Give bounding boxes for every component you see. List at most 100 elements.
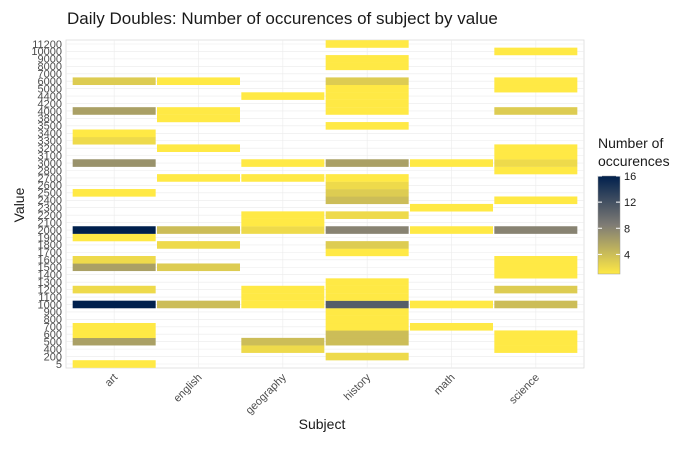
heatmap-cell — [72, 322, 156, 331]
heatmap-cell — [241, 159, 325, 167]
x-tick-label: history — [342, 371, 374, 403]
heatmap-cell — [494, 159, 578, 167]
heatmap-cell — [325, 55, 409, 63]
heatmap-cell — [72, 189, 156, 197]
y-tick-label: 200 — [44, 351, 62, 363]
heatmap-cell — [325, 211, 409, 219]
heatmap-cell — [72, 226, 156, 234]
y-tick-label: 1000 — [38, 299, 62, 311]
y-tick-label: 1600 — [38, 255, 62, 267]
y-tick-label: 2000 — [38, 225, 62, 237]
y-tick-label: 4400 — [38, 91, 62, 103]
y-axis-title: Value — [11, 187, 27, 222]
heatmap-cell — [72, 337, 156, 346]
heatmap-cell — [72, 77, 156, 86]
y-tick-label: 1300 — [38, 277, 62, 289]
y-tick-label: 1900 — [38, 232, 62, 244]
heatmap-cell — [325, 300, 409, 309]
heatmap-cell — [72, 263, 156, 272]
y-tick-label: 3300 — [38, 136, 62, 148]
heatmap-cell — [494, 144, 578, 152]
heatmap-cell — [325, 99, 409, 108]
heatmap-cell — [72, 136, 156, 145]
legend-title-line-2: occurences — [598, 153, 670, 169]
y-tick-label: 5 — [56, 359, 62, 371]
heatmap-cell — [494, 256, 578, 264]
heatmap-cell — [241, 285, 325, 294]
color-legend: Number of occurences 4 8 12 16 — [597, 135, 670, 275]
heatmap-cell — [72, 107, 156, 115]
heatmap-cell — [410, 203, 493, 212]
heatmap-cell — [494, 330, 578, 339]
heatmap-cell — [494, 263, 578, 272]
legend-tick-label: 4 — [624, 249, 630, 261]
y-tick-label: 2600 — [38, 180, 62, 192]
y-tick-label: 800 — [44, 314, 62, 326]
heatmap-cell — [157, 263, 240, 272]
heatmap-cell — [157, 174, 240, 182]
y-tick-label: 11200 — [32, 39, 62, 51]
y-tick-label: 3000 — [38, 158, 62, 170]
heatmap-cell — [241, 174, 325, 182]
heatmap-cell — [325, 308, 409, 316]
y-tick-label: 4000 — [38, 106, 62, 118]
heatmap-cell — [494, 270, 578, 279]
heatmap-cell — [157, 114, 240, 123]
heatmap-cell — [410, 322, 493, 331]
heatmap-cell — [157, 300, 240, 309]
heatmap-cell — [72, 330, 156, 339]
heatmap-cell — [325, 278, 409, 286]
y-tick-label: 2200 — [38, 210, 62, 222]
y-tick-label: 400 — [44, 344, 62, 356]
y-tick-label: 7000 — [38, 69, 62, 81]
heatmap-cell — [325, 196, 409, 205]
heatmap-cell — [72, 159, 156, 167]
heatmap-cell — [325, 285, 409, 294]
y-tick-label: 2100 — [38, 217, 62, 229]
heatmap-cell — [494, 77, 578, 86]
heatmap-cell — [325, 330, 409, 339]
heatmap-cell — [410, 300, 493, 309]
y-tick-label: 3200 — [38, 143, 62, 155]
heatmap-cell — [157, 226, 240, 234]
heatmap-cell — [72, 129, 156, 138]
y-tick-label: 3500 — [38, 121, 62, 133]
heatmap-cell — [325, 248, 409, 257]
heatmap-cell — [157, 241, 240, 249]
y-tick-label: 1200 — [38, 284, 62, 296]
y-tick-label: 600 — [44, 329, 62, 341]
heatmap-cell — [157, 144, 240, 152]
legend-title-line-1: Number of — [598, 135, 663, 151]
legend-tick-label: 16 — [624, 171, 636, 183]
heatmap-cell — [72, 360, 156, 368]
heatmap-cell — [241, 218, 325, 227]
y-tick-label: 3100 — [38, 150, 62, 162]
y-tick-label: 3400 — [38, 128, 62, 140]
x-tick-label: science — [507, 372, 542, 407]
y-tick-label: 900 — [44, 307, 62, 319]
legend-tick-label: 12 — [624, 197, 636, 209]
legend-tick-label: 8 — [624, 223, 630, 235]
heatmap-cell — [241, 92, 325, 100]
y-tick-label: 500 — [44, 336, 62, 348]
heatmap-cell — [325, 315, 409, 324]
heatmap-cell — [325, 40, 409, 48]
heatmap-cell — [325, 174, 409, 182]
heatmap-cell — [325, 62, 409, 71]
heatmap-cell — [494, 337, 578, 346]
y-tick-label: 5000 — [38, 83, 62, 95]
heatmap-cell — [325, 337, 409, 346]
heatmap-cell — [410, 226, 493, 234]
y-tick-label: 1800 — [38, 240, 62, 252]
y-tick-label: 9000 — [38, 54, 62, 66]
y-tick-label: 2800 — [38, 165, 62, 177]
heatmap-cell — [325, 241, 409, 249]
heatmap-cell — [72, 233, 156, 242]
heatmap-cell — [72, 285, 156, 294]
y-tick-label: 700 — [44, 322, 62, 334]
heatmap-cell — [494, 226, 578, 234]
legend-ticks: 4 8 12 16 — [598, 171, 636, 261]
heatmap-cell — [325, 77, 409, 86]
heatmap-cell — [494, 300, 578, 309]
